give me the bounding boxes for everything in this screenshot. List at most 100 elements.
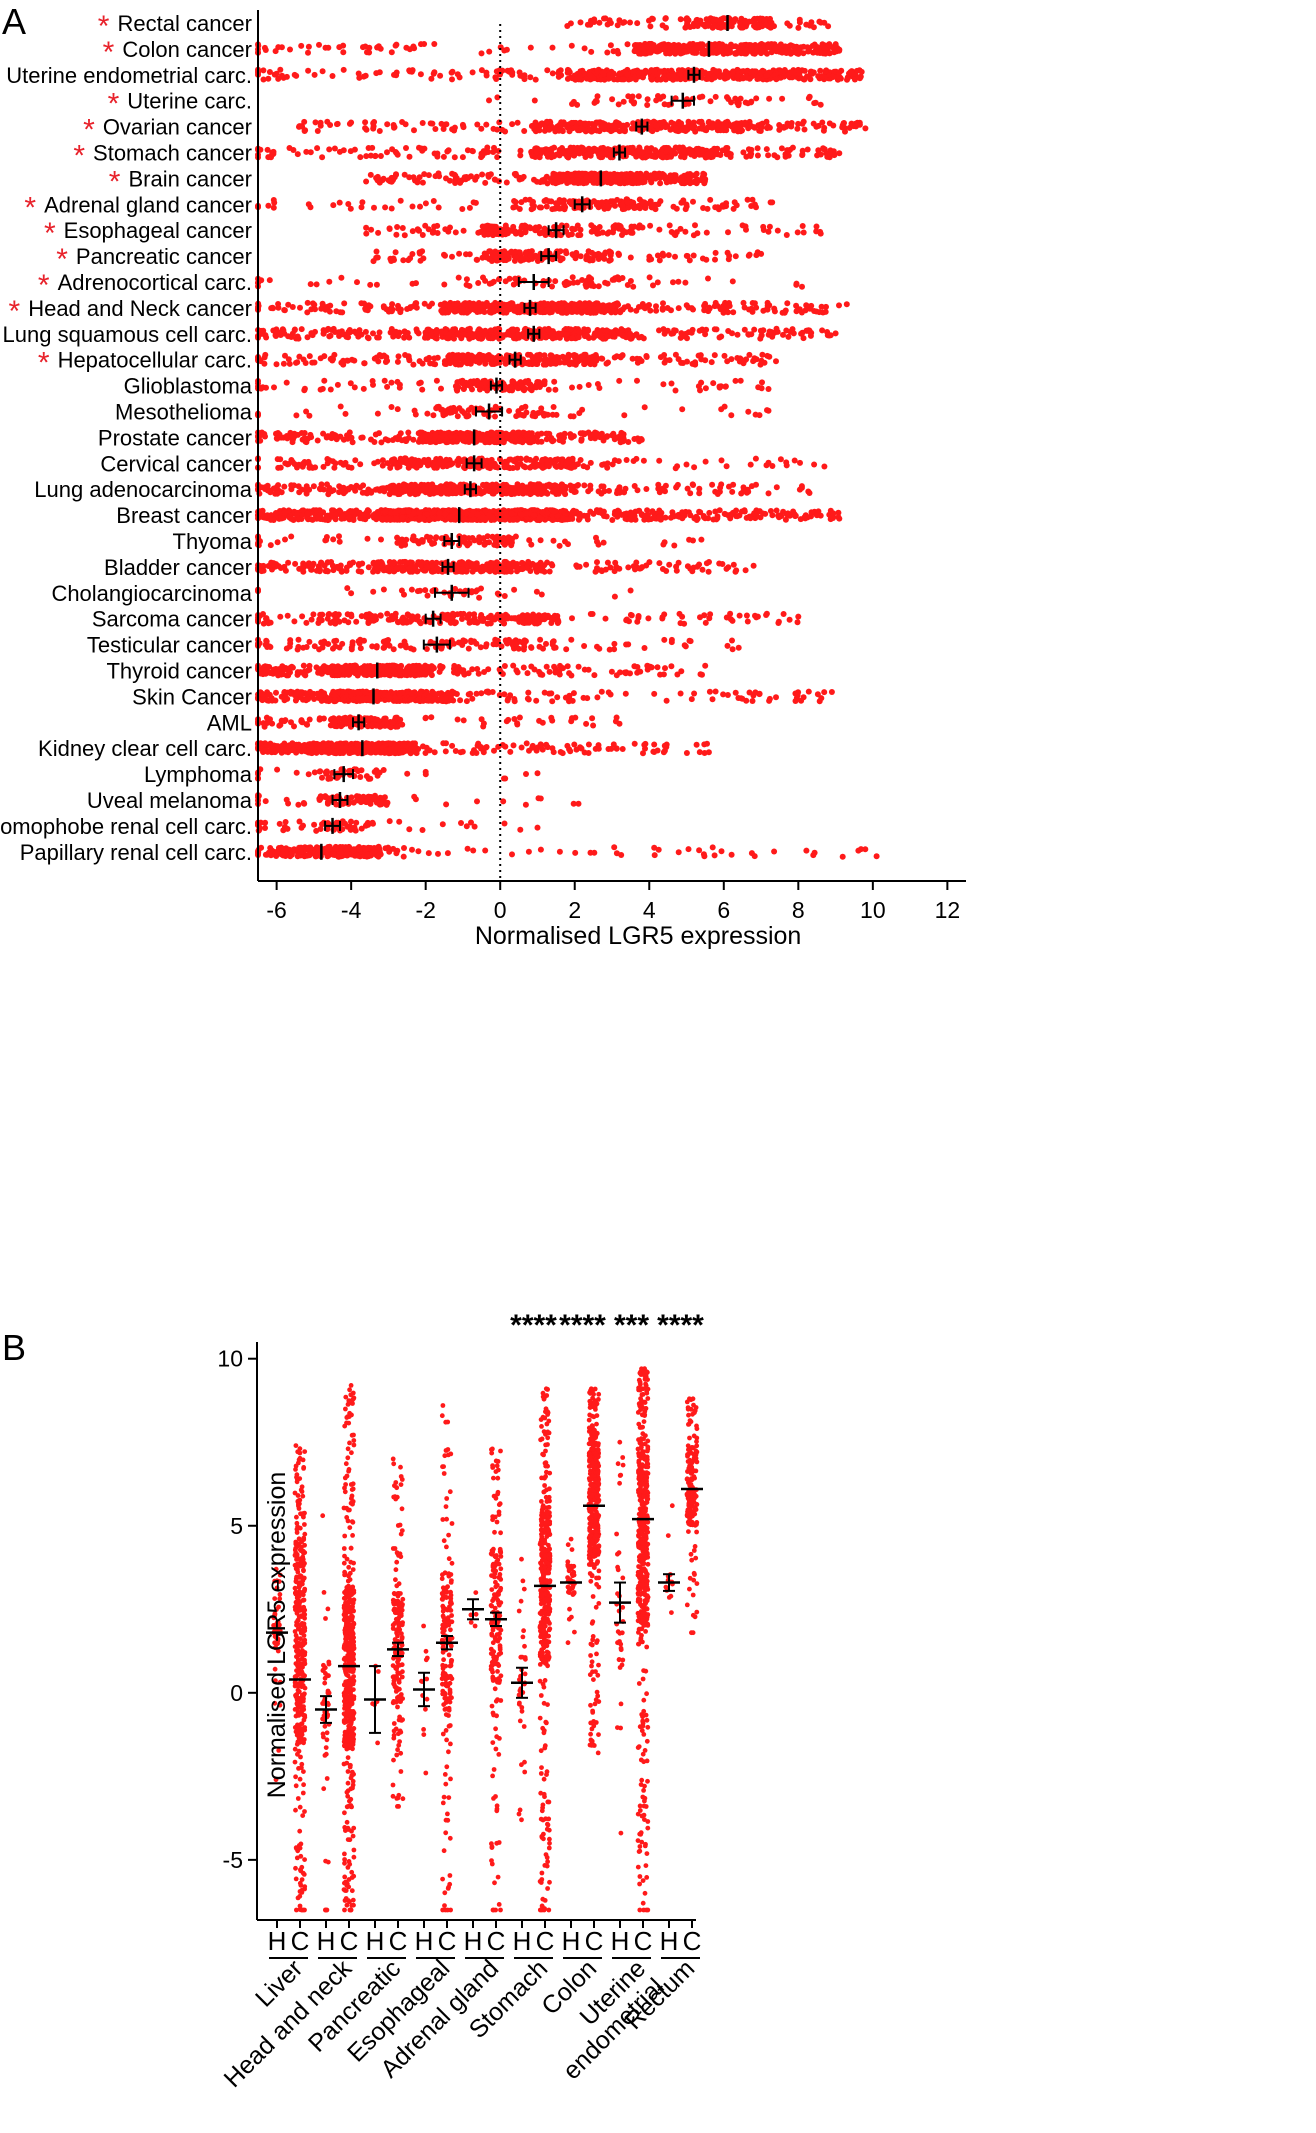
data-point: [286, 145, 293, 151]
data-point: [434, 354, 441, 361]
data-point: [591, 198, 597, 205]
data-point: [836, 46, 843, 53]
data-point: [261, 354, 268, 361]
data-point: [485, 231, 492, 238]
data-point: [803, 302, 810, 309]
data-point: [460, 353, 467, 360]
data-point: [484, 302, 491, 308]
data-point: [444, 302, 451, 309]
data-point: [471, 302, 478, 308]
data-point: [807, 76, 814, 83]
data-point: [515, 408, 522, 415]
data-point: [647, 222, 654, 229]
data-point: [573, 249, 580, 256]
data-point: [432, 361, 439, 368]
data-point: [571, 306, 578, 313]
data-point: [521, 76, 528, 83]
data-point: [601, 171, 608, 177]
data-point: [599, 355, 606, 362]
data-point: [327, 332, 334, 339]
data-point: [836, 302, 842, 309]
data-point: [530, 205, 537, 212]
data-point: [362, 328, 369, 335]
data-point: [357, 154, 364, 161]
data-point: [460, 227, 467, 234]
data-point: [534, 352, 541, 359]
data-point: [552, 278, 559, 285]
data-point: [493, 76, 500, 82]
data-point: [374, 410, 381, 417]
data-point: [454, 413, 461, 420]
data-point: [731, 199, 738, 206]
data-point: [486, 48, 493, 55]
data-point: [686, 176, 693, 183]
data-point: [431, 69, 438, 76]
data-point: [522, 378, 529, 385]
data-point: [769, 333, 776, 340]
data-point: [409, 280, 416, 287]
data-point: [737, 128, 744, 135]
category-points: [363, 170, 709, 187]
data-point: [757, 361, 764, 368]
data-point: [765, 407, 772, 414]
data-point: [321, 353, 328, 360]
data-point: [569, 384, 575, 391]
data-point: [364, 334, 371, 341]
data-point: [841, 124, 848, 131]
data-point: [765, 228, 772, 235]
data-point: [484, 387, 491, 394]
data-point: [569, 75, 576, 82]
data-point: [668, 229, 675, 235]
data-point: [298, 42, 305, 49]
data-point: [665, 101, 672, 108]
data-point: [483, 121, 490, 128]
data-point: [711, 303, 718, 310]
data-point: [563, 331, 570, 338]
data-point: [604, 179, 611, 186]
data-point: [693, 180, 700, 187]
data-point: [583, 332, 590, 339]
data-point: [694, 146, 701, 153]
data-point: [758, 385, 765, 392]
data-point: [777, 41, 784, 48]
data-point: [564, 306, 571, 313]
data-point: [373, 281, 380, 288]
category-points: [255, 429, 645, 446]
data-point: [320, 327, 327, 334]
data-point: [442, 252, 448, 259]
data-point: [821, 124, 828, 131]
data-point: [745, 252, 752, 259]
data-point: [452, 180, 459, 186]
data-point: [537, 306, 543, 313]
data-point: [531, 122, 538, 129]
data-point: [414, 328, 421, 335]
data-point: [601, 69, 608, 75]
data-point: [549, 70, 556, 77]
data-point: [764, 352, 771, 359]
data-point: [672, 150, 679, 157]
data-point: [801, 126, 808, 133]
data-point: [395, 353, 402, 360]
data-point: [662, 15, 669, 22]
data-point: [270, 197, 277, 203]
data-point: [604, 49, 611, 56]
data-point: [431, 41, 438, 47]
data-point: [615, 251, 622, 258]
data-point: [506, 68, 513, 75]
data-point: [768, 19, 775, 26]
data-point: [577, 232, 584, 238]
data-point: [662, 124, 669, 131]
data-point: [594, 68, 601, 75]
data-point: [789, 144, 796, 151]
data-point: [520, 173, 527, 180]
data-point: [655, 201, 662, 208]
data-point: [603, 327, 610, 334]
data-point: [636, 205, 643, 212]
data-point: [506, 407, 513, 414]
data-point: [491, 144, 497, 151]
data-point: [741, 326, 748, 333]
data-point: [313, 281, 320, 288]
data-point: [452, 229, 459, 236]
data-point: [862, 125, 869, 132]
data-point: [643, 170, 650, 177]
